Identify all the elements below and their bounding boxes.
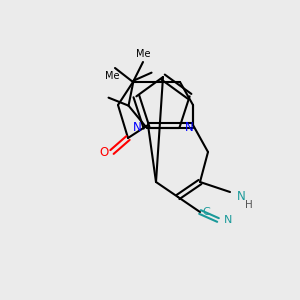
- Text: O: O: [99, 146, 109, 158]
- Text: N: N: [184, 121, 193, 134]
- Text: N: N: [224, 215, 232, 225]
- Text: C: C: [202, 207, 210, 217]
- Text: H: H: [245, 200, 253, 210]
- Text: N: N: [133, 121, 142, 134]
- Text: Me: Me: [105, 71, 119, 81]
- Text: Me: Me: [136, 49, 150, 59]
- Text: N: N: [237, 190, 246, 203]
